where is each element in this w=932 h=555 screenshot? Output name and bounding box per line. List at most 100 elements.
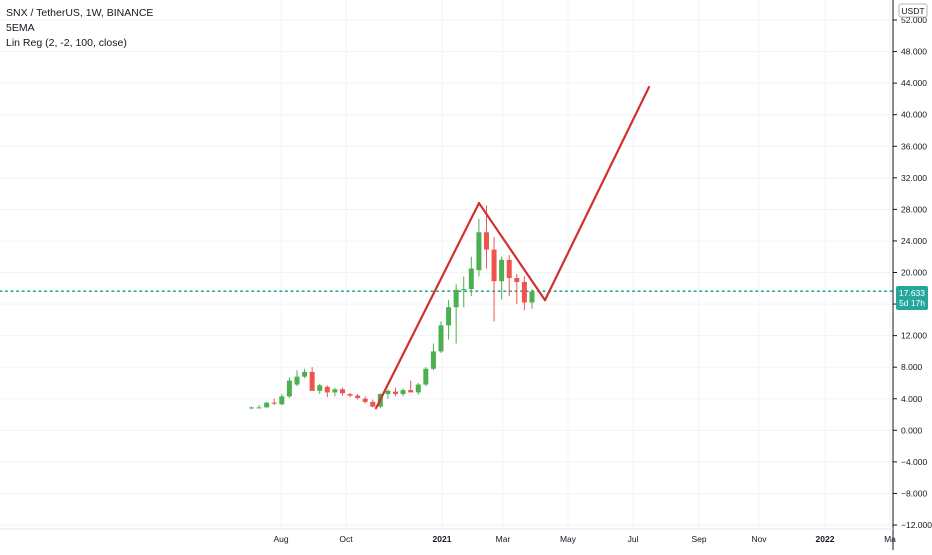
ema-indicator-label[interactable]: 5EMA [6, 22, 35, 34]
candle-body [317, 385, 323, 391]
chart-legend: SNX / TetherUS, 1W, BINANCE 5EMA Lin Reg… [6, 6, 153, 51]
time-tick-label: 2022 [816, 534, 835, 544]
candle-body [446, 307, 452, 326]
price-tick-label: 28.000 [901, 204, 927, 214]
candle-body [332, 389, 338, 393]
symbol-title[interactable]: SNX / TetherUS, 1W, BINANCE [6, 7, 154, 19]
time-axis[interactable]: Aug Oct 2021 Mar May Jul Sep Nov 2022 Ma [0, 528, 896, 544]
candle-body [529, 291, 535, 303]
drawings[interactable] [374, 85, 651, 410]
candle-body [339, 389, 345, 394]
candle [347, 393, 353, 398]
candle [461, 276, 467, 308]
candle-body [476, 232, 482, 271]
candle [514, 274, 520, 305]
time-tick-label: Mar [496, 534, 511, 544]
price-tick-label: 20.000 [901, 268, 927, 278]
time-tick-label: 2021 [433, 534, 452, 544]
price-tick-label: 12.000 [901, 331, 927, 341]
trend-up-line[interactable] [374, 201, 481, 410]
candle-body [499, 259, 505, 282]
price-tick-label: 52.000 [901, 15, 927, 25]
candle-body [347, 394, 353, 396]
time-tick-label: Sep [691, 534, 706, 544]
bar-countdown: 5d 17h [899, 298, 925, 308]
candle-body [271, 402, 277, 404]
projection-line[interactable] [543, 85, 651, 302]
candle [355, 394, 361, 400]
candle [423, 367, 429, 387]
candle-body [423, 368, 429, 385]
candle-body [385, 390, 391, 395]
candle [446, 300, 452, 340]
price-axis[interactable]: 52.000 48.000 44.000 40.000 36.000 32.000 28.0… [892, 0, 932, 550]
candle-body [461, 289, 467, 291]
price-badges: USDT 17.633 5d 17h [896, 3, 928, 310]
candle [415, 382, 421, 395]
price-tick-label: −8.000 [901, 488, 928, 498]
candle [393, 387, 399, 397]
candle-body [483, 232, 489, 250]
candle-body [302, 371, 308, 377]
candle-body [370, 401, 376, 407]
candle-body [294, 376, 300, 385]
last-price-value: 17.633 [899, 288, 925, 298]
candle [294, 370, 300, 387]
price-tick-label: −4.000 [901, 457, 928, 467]
candle [279, 394, 285, 406]
linreg-indicator-label[interactable]: Lin Reg (2, -2, 100, close) [6, 37, 127, 49]
candle [476, 218, 482, 277]
candle [339, 387, 345, 396]
price-tick-label: 44.000 [901, 78, 927, 88]
candle-body [415, 384, 421, 393]
candle-body [468, 268, 474, 290]
price-tick-label: 40.000 [901, 110, 927, 120]
candle-body [249, 407, 254, 409]
candle [309, 367, 315, 391]
candle-body [264, 402, 270, 408]
candle [286, 377, 292, 398]
last-price-badge [896, 286, 928, 310]
candle [256, 405, 262, 409]
candle-body [491, 249, 497, 282]
candle-body [279, 396, 285, 405]
time-tick-label: Ma [884, 534, 896, 544]
candle [468, 256, 474, 297]
time-tick-label: Oct [339, 534, 353, 544]
candle [521, 276, 527, 311]
trend-down-line[interactable] [477, 201, 547, 302]
candle-body [256, 407, 262, 409]
price-tick-label: 8.000 [901, 362, 923, 372]
candle-body [309, 371, 315, 391]
currency-badge[interactable] [898, 3, 928, 18]
candle [438, 321, 444, 353]
candle-body [506, 259, 512, 279]
candle [408, 380, 414, 393]
candle-body [438, 325, 444, 352]
candle-body [400, 390, 406, 395]
candle [499, 256, 505, 300]
candle-body [521, 281, 527, 303]
candle [324, 385, 330, 398]
candle [400, 388, 406, 397]
time-tick-label: Jul [628, 534, 639, 544]
candle-body [408, 390, 414, 393]
candle [332, 387, 338, 397]
candle [302, 368, 308, 379]
price-tick-label: 36.000 [901, 141, 927, 151]
candle-body [324, 386, 330, 393]
price-tick-label: 32.000 [901, 173, 927, 183]
candle [362, 396, 368, 404]
candle-body [362, 398, 368, 402]
currency-label: USDT [901, 6, 924, 16]
candle [491, 236, 497, 322]
candle [529, 289, 535, 309]
price-tick-label: 4.000 [901, 394, 923, 404]
time-tick-label: Aug [273, 534, 288, 544]
candle [430, 343, 436, 371]
candle [506, 255, 512, 297]
candle-body [453, 289, 459, 308]
candles [249, 205, 535, 410]
